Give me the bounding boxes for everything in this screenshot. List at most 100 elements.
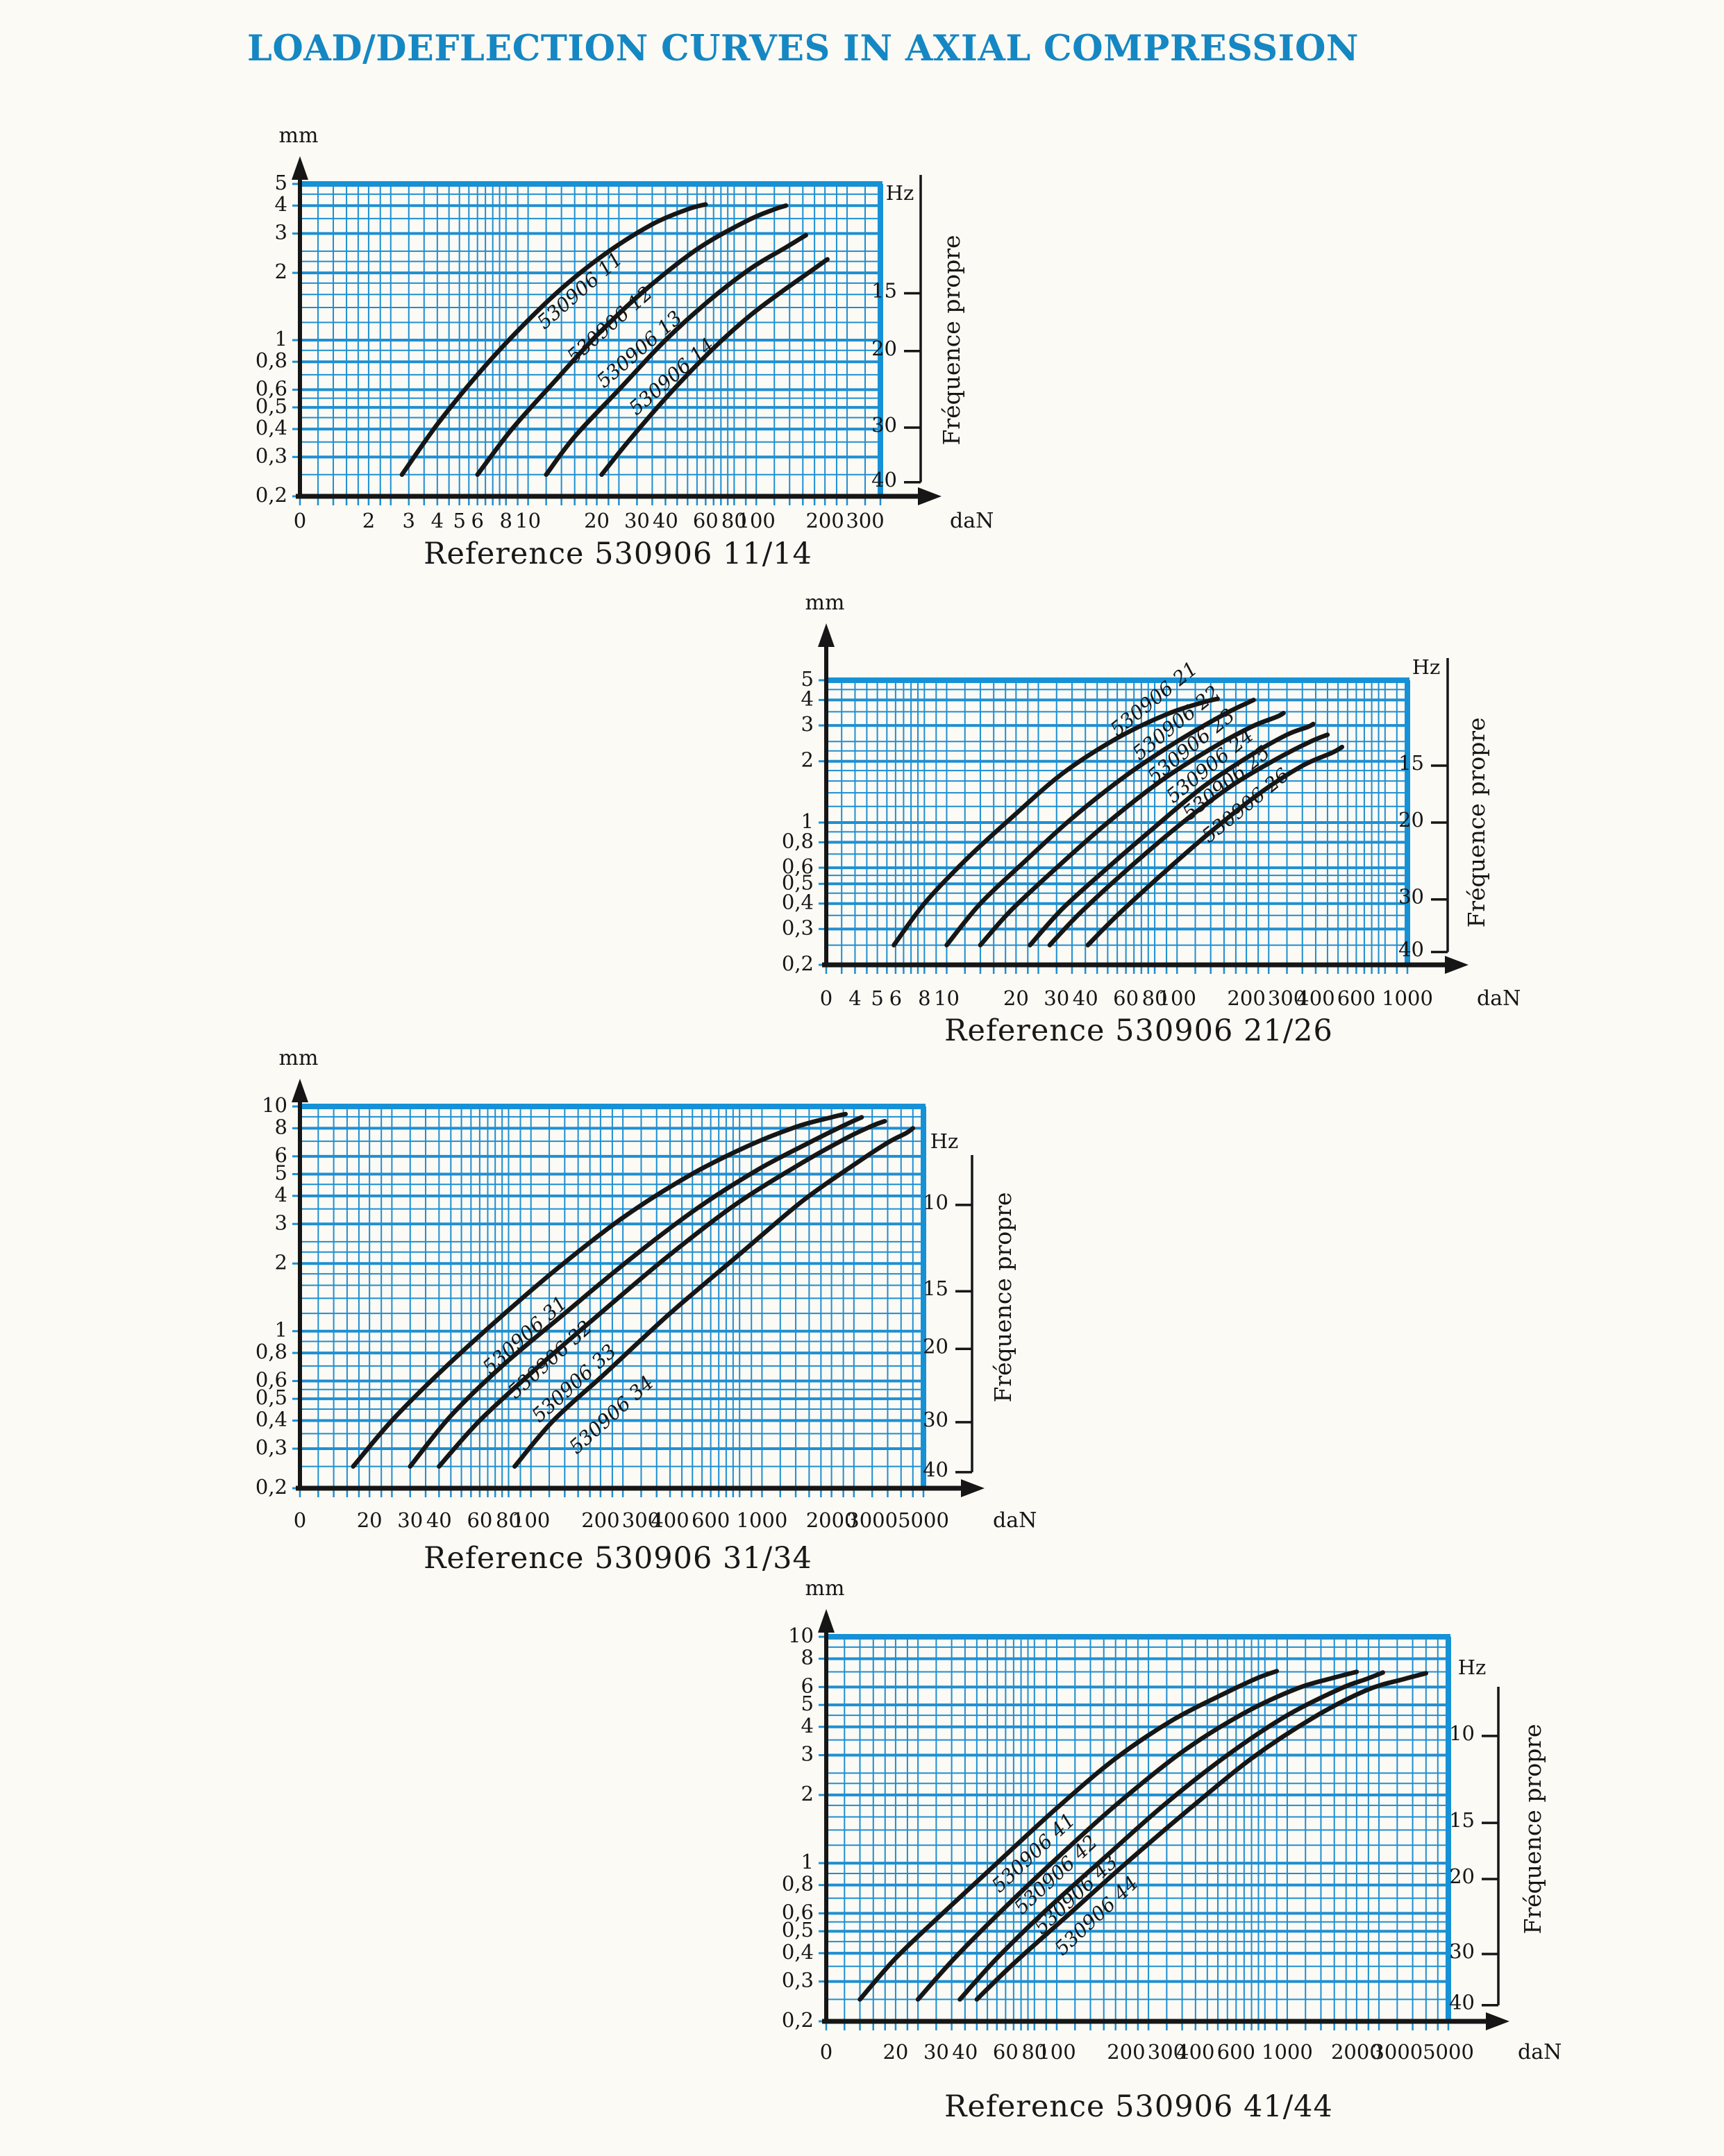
svg-text:0,6: 0,6 — [256, 376, 287, 400]
svg-text:2: 2 — [801, 748, 814, 772]
svg-text:300: 300 — [1148, 2040, 1186, 2064]
svg-text:6: 6 — [801, 1674, 814, 1697]
svg-text:2: 2 — [801, 1782, 814, 1805]
svg-text:530906 41: 530906 41 — [987, 1808, 1080, 1896]
svg-text:530906 11: 530906 11 — [533, 247, 627, 333]
svg-text:30: 30 — [871, 413, 897, 437]
svg-text:600: 600 — [1337, 986, 1375, 1010]
svg-text:0,4: 0,4 — [256, 1408, 287, 1431]
svg-text:30: 30 — [397, 1508, 423, 1532]
svg-text:200: 200 — [1107, 2040, 1145, 2064]
svg-text:5: 5 — [871, 986, 883, 1010]
svg-text:Hz: Hz — [930, 1129, 959, 1153]
svg-text:0: 0 — [294, 509, 306, 532]
svg-text:30: 30 — [1044, 986, 1069, 1010]
svg-text:4: 4 — [848, 986, 861, 1010]
svg-text:530906 34: 530906 34 — [564, 1371, 658, 1458]
svg-text:2: 2 — [275, 260, 287, 283]
chart-caption: Reference 530906 21/26 — [944, 1013, 1333, 1048]
svg-text:30: 30 — [1398, 885, 1424, 909]
svg-text:530906 43: 530906 43 — [1030, 1850, 1122, 1938]
svg-text:30: 30 — [624, 509, 650, 532]
svg-text:530906 23: 530906 23 — [1143, 704, 1239, 788]
svg-text:1000: 1000 — [1262, 2040, 1313, 2064]
svg-text:200: 200 — [1227, 986, 1265, 1010]
svg-text:Fréquence propre: Fréquence propre — [989, 1192, 1016, 1402]
svg-text:1: 1 — [801, 809, 814, 833]
svg-text:daN: daN — [1518, 2040, 1562, 2064]
svg-text:0,5: 0,5 — [256, 394, 287, 418]
svg-text:530906 21: 530906 21 — [1106, 657, 1202, 741]
svg-text:2: 2 — [275, 1250, 287, 1274]
svg-text:6: 6 — [471, 509, 483, 532]
svg-text:40: 40 — [426, 1508, 452, 1532]
svg-text:40: 40 — [952, 2040, 978, 2064]
svg-text:2000: 2000 — [806, 1508, 857, 1532]
svg-text:0: 0 — [294, 1508, 306, 1532]
svg-text:300: 300 — [846, 509, 884, 532]
svg-text:200: 200 — [581, 1508, 619, 1532]
svg-text:3000: 3000 — [1371, 2040, 1423, 2064]
svg-text:40: 40 — [1073, 986, 1098, 1010]
svg-text:5000: 5000 — [898, 1508, 949, 1532]
svg-text:10: 10 — [923, 1190, 948, 1214]
svg-text:3: 3 — [801, 712, 814, 736]
svg-text:30: 30 — [923, 2040, 949, 2064]
svg-text:8: 8 — [275, 1115, 287, 1138]
svg-text:Hz: Hz — [1458, 1656, 1487, 1679]
svg-text:0,3: 0,3 — [782, 916, 814, 939]
svg-text:10: 10 — [262, 1093, 287, 1117]
svg-text:530906 31: 530906 31 — [478, 1292, 572, 1379]
svg-text:8: 8 — [801, 1646, 814, 1669]
svg-text:40: 40 — [871, 468, 897, 491]
svg-text:0: 0 — [820, 986, 832, 1010]
svg-text:Hz: Hz — [886, 181, 914, 205]
svg-text:0,5: 0,5 — [782, 1918, 814, 1942]
svg-text:60: 60 — [467, 1508, 492, 1532]
svg-text:100: 100 — [1158, 986, 1196, 1010]
svg-text:1: 1 — [275, 327, 287, 351]
svg-text:0,8: 0,8 — [256, 348, 287, 372]
svg-text:mm: mm — [805, 591, 845, 615]
svg-text:mm: mm — [805, 1576, 845, 1601]
svg-text:600: 600 — [692, 1508, 730, 1532]
svg-text:530906 42: 530906 42 — [1010, 1830, 1102, 1919]
svg-text:80: 80 — [721, 509, 747, 532]
svg-text:4: 4 — [275, 1183, 287, 1206]
svg-text:5: 5 — [801, 1692, 814, 1715]
svg-text:10: 10 — [934, 986, 960, 1010]
svg-text:daN: daN — [1477, 986, 1521, 1011]
svg-text:40: 40 — [653, 509, 678, 532]
svg-text:0,2: 0,2 — [782, 952, 814, 975]
svg-text:1000: 1000 — [1382, 986, 1433, 1010]
svg-text:80: 80 — [496, 1508, 521, 1532]
svg-text:5: 5 — [801, 667, 814, 691]
svg-text:0,5: 0,5 — [782, 870, 814, 894]
svg-text:530906 22: 530906 22 — [1128, 681, 1224, 765]
svg-text:4: 4 — [275, 192, 287, 216]
svg-text:0,8: 0,8 — [256, 1340, 287, 1363]
svg-text:20: 20 — [871, 337, 897, 360]
svg-text:530906 25: 530906 25 — [1178, 741, 1274, 825]
svg-text:10: 10 — [788, 1624, 814, 1647]
svg-text:100: 100 — [512, 1508, 550, 1532]
svg-text:2: 2 — [362, 509, 375, 532]
svg-text:3: 3 — [403, 509, 415, 532]
svg-text:5: 5 — [453, 509, 465, 532]
svg-text:20: 20 — [1003, 986, 1029, 1010]
svg-text:0,8: 0,8 — [782, 1872, 814, 1896]
svg-text:100: 100 — [737, 509, 776, 532]
svg-text:60: 60 — [993, 2040, 1019, 2064]
svg-text:3: 3 — [801, 1742, 814, 1766]
svg-text:0,5: 0,5 — [256, 1386, 287, 1409]
svg-text:0,3: 0,3 — [256, 444, 287, 467]
svg-text:30: 30 — [1449, 1939, 1475, 1963]
svg-text:4: 4 — [801, 687, 814, 710]
svg-text:0,2: 0,2 — [256, 483, 287, 507]
svg-text:6: 6 — [275, 1143, 287, 1167]
svg-text:0,2: 0,2 — [782, 2008, 814, 2032]
svg-text:80: 80 — [1021, 2040, 1047, 2064]
svg-text:3: 3 — [275, 220, 287, 244]
